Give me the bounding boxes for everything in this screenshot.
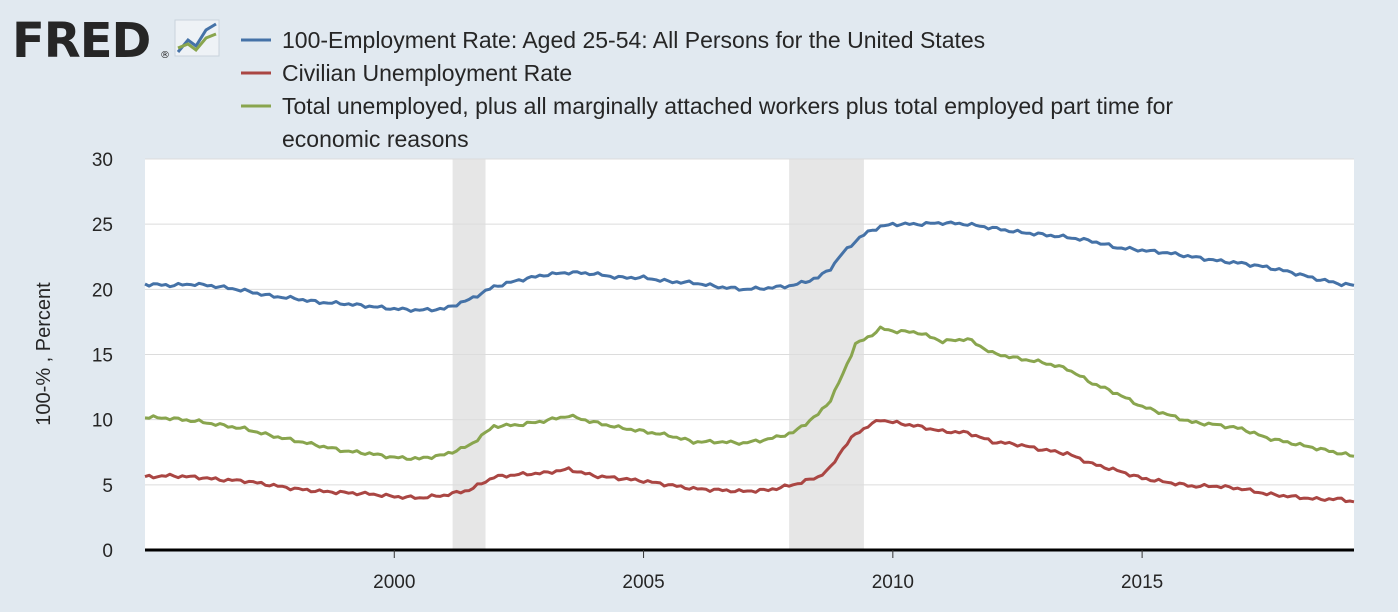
y-tick-label: 10 [92, 411, 113, 432]
legend-label-2: Total unemployed, plus all marginally at… [282, 93, 1179, 152]
x-axis-ticks: 2000 2005 2010 2015 [373, 550, 1163, 593]
x-tick-label: 2015 [1121, 572, 1163, 593]
y-axis-label: 100-% , Percent [33, 282, 55, 426]
y-tick-label: 20 [92, 280, 113, 301]
series-line-2[interactable] [144, 325, 1355, 461]
legend: 100-Employment Rate: Aged 25-54: All Per… [241, 27, 1179, 152]
logo-text: FRED [12, 13, 150, 69]
y-tick-label: 5 [102, 476, 113, 497]
y-tick-label: 25 [92, 215, 113, 236]
series-line-1[interactable] [144, 419, 1355, 504]
x-tick-label: 2010 [872, 572, 914, 593]
x-tick-label: 2005 [622, 572, 664, 593]
y-tick-label: 0 [102, 541, 113, 562]
x-tick-label: 2000 [373, 572, 415, 593]
legend-label-0: 100-Employment Rate: Aged 25-54: All Per… [282, 27, 985, 53]
y-tick-label: 15 [92, 346, 113, 367]
series-line-0[interactable] [144, 220, 1355, 313]
y-axis-ticks: 0 5 10 15 20 25 30 [92, 150, 113, 562]
series-lines [144, 220, 1355, 504]
legend-label-1: Civilian Unemployment Rate [282, 60, 572, 86]
logo-chart-icon [174, 19, 220, 57]
y-tick-label: 30 [92, 150, 113, 171]
gridlines [145, 158, 1354, 486]
fred-logo[interactable]: FRED ® [12, 13, 220, 69]
logo-registered-mark: ® [160, 50, 170, 61]
